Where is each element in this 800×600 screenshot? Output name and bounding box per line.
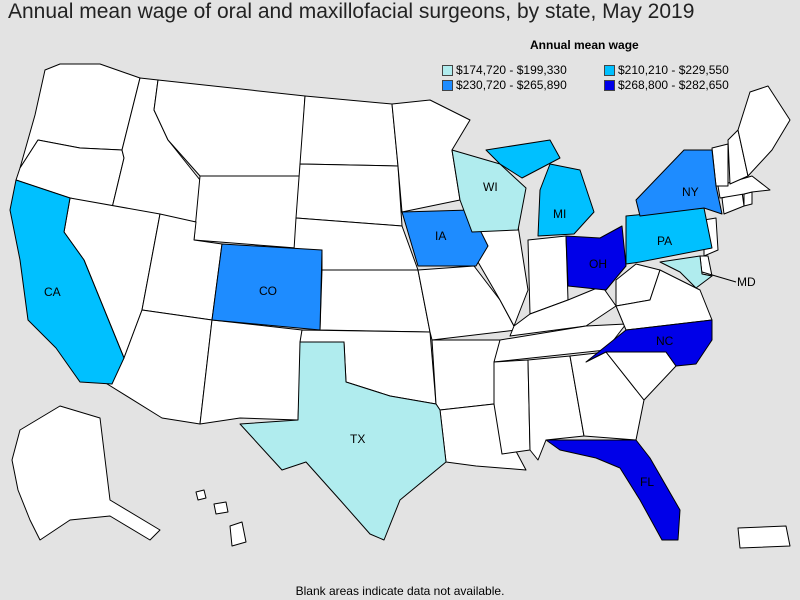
state-ms xyxy=(493,359,531,455)
label-nc: NC xyxy=(656,334,674,348)
legend-label: $230,720 - $265,890 xyxy=(456,78,567,92)
legend-swatch xyxy=(604,79,615,91)
state-tn xyxy=(493,323,627,363)
legend-swatch xyxy=(442,64,453,76)
state-mi xyxy=(485,139,561,179)
state-hi xyxy=(195,489,207,501)
legend-label: $268,800 - $282,650 xyxy=(618,78,729,92)
legend-label: $210,210 - $229,550 xyxy=(618,63,729,77)
legend-label: $174,720 - $199,330 xyxy=(456,63,567,77)
state-nc xyxy=(585,319,713,367)
state-ia xyxy=(401,209,489,267)
state-ny xyxy=(635,149,723,217)
territory-pr xyxy=(737,525,791,549)
state-ak xyxy=(11,405,161,541)
label-tx: TX xyxy=(350,432,365,446)
label-pa: PA xyxy=(657,234,672,248)
state-ky xyxy=(509,285,617,337)
label-ca: CA xyxy=(44,285,61,299)
state-oh xyxy=(565,225,627,291)
label-oh: OH xyxy=(589,257,607,271)
legend-title: Annual mean wage xyxy=(530,38,639,52)
state-me xyxy=(737,85,791,177)
label-co: CO xyxy=(259,284,277,298)
page-title: Annual mean wage of oral and maxillofaci… xyxy=(8,0,695,23)
legend-item: $268,800 - $282,650 xyxy=(604,78,729,92)
state-ca xyxy=(9,179,125,385)
state-tx xyxy=(239,341,447,541)
state-co xyxy=(211,243,323,331)
state-nd xyxy=(299,95,399,167)
state-md xyxy=(659,255,713,289)
state-fl xyxy=(545,439,681,541)
legend-item: $230,720 - $265,890 xyxy=(442,78,567,92)
legend-swatch xyxy=(442,79,453,91)
legend-swatch xyxy=(604,64,615,76)
label-md: MD xyxy=(737,275,756,289)
state-hi-3 xyxy=(229,521,247,547)
legend-item: $174,720 - $199,330 xyxy=(442,63,567,77)
label-fl: FL xyxy=(640,475,654,489)
label-ia: IA xyxy=(435,229,446,243)
state-mi-lower xyxy=(537,163,595,237)
footnote: Blank areas indicate data not available. xyxy=(295,584,505,598)
state-ma xyxy=(717,175,771,199)
md-leader-line xyxy=(701,271,737,283)
label-ny: NY xyxy=(682,185,699,199)
label-wi: WI xyxy=(483,180,498,194)
state-ks xyxy=(319,269,431,333)
state-hi-2 xyxy=(213,501,229,515)
state-sd xyxy=(295,163,403,227)
state-nm xyxy=(199,319,303,425)
legend-item: $210,210 - $229,550 xyxy=(604,63,729,77)
no-data-states xyxy=(11,63,791,549)
label-mi: MI xyxy=(553,207,566,221)
state-wy xyxy=(193,175,301,249)
state-ar xyxy=(431,339,501,411)
